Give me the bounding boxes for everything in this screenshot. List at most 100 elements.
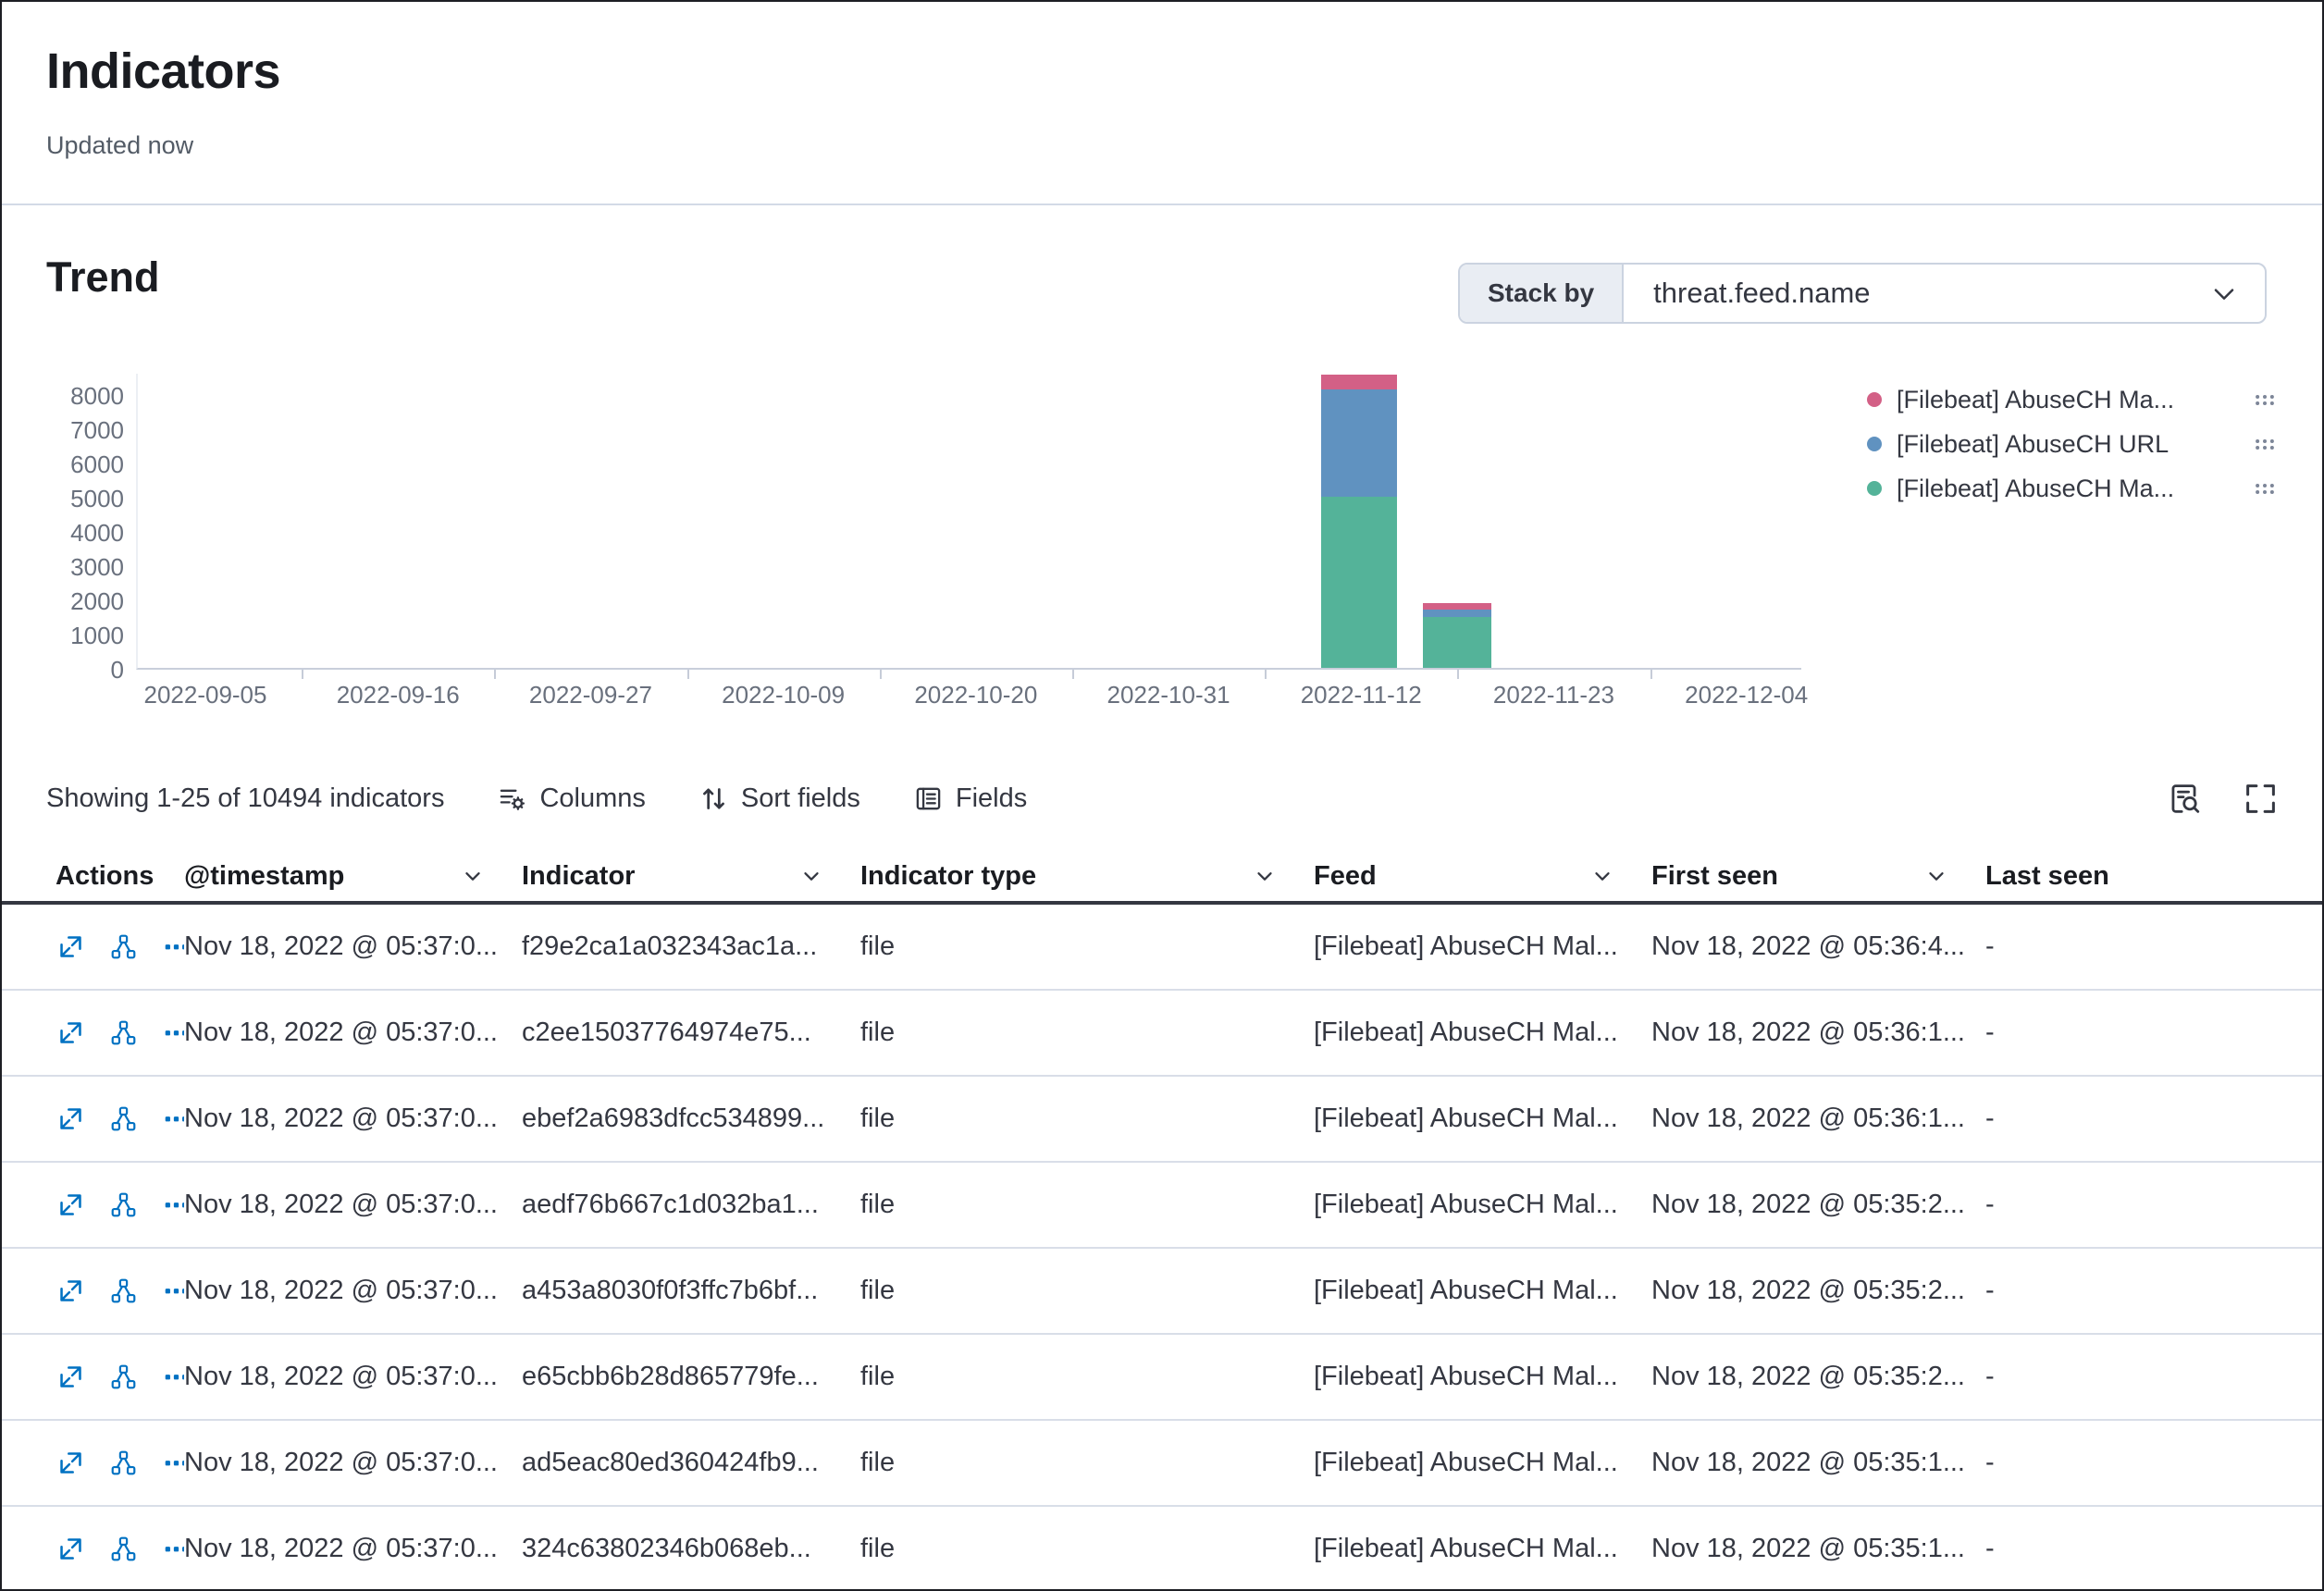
cell-last_seen: - — [1985, 1190, 1995, 1219]
more-actions-button[interactable] — [163, 1449, 184, 1476]
sort-fields-button-label: Sort fields — [740, 783, 860, 813]
fullscreen-icon — [2244, 782, 2278, 816]
legend-item[interactable]: [Filebeat] AbuseCH Ma... — [1867, 466, 2278, 511]
column-header-timestamp[interactable]: @timestamp — [184, 861, 522, 892]
open-details-button[interactable] — [57, 1105, 84, 1132]
row-actions — [2, 1277, 184, 1304]
x-axis-label: 2022-09-27 — [528, 681, 652, 709]
bar-segment[interactable] — [1320, 497, 1397, 668]
x-axis-label: 2022-10-20 — [914, 681, 1038, 709]
more-actions-button[interactable] — [163, 1536, 184, 1562]
more-actions-button[interactable] — [163, 1191, 184, 1218]
page-header: Indicators Updated now — [2, 2, 2322, 161]
sort-fields-button[interactable]: Sort fields — [699, 783, 860, 814]
legend-options-icon[interactable] — [2252, 431, 2278, 457]
open-details-button[interactable] — [57, 1191, 84, 1218]
trend-heading: Trend — [46, 253, 160, 301]
cell-timestamp: Nov 18, 2022 @ 05:37:0... — [184, 1018, 498, 1047]
table-row: Nov 18, 2022 @ 05:37:0... a453a8030f0f3ff… — [2, 1249, 2322, 1335]
legend-color-dot — [1867, 437, 1882, 451]
legend-color-dot — [1867, 392, 1882, 407]
investigate-in-timeline-button[interactable] — [110, 1191, 137, 1218]
cell-last_seen: - — [1985, 1362, 1995, 1391]
column-header-label: @timestamp — [184, 860, 345, 891]
investigate-in-timeline-button[interactable] — [110, 1449, 137, 1476]
bar-segment[interactable] — [1320, 388, 1397, 497]
inspect-button[interactable] — [2167, 782, 2201, 816]
more-actions-button[interactable] — [163, 933, 184, 960]
table-row: Nov 18, 2022 @ 05:37:0... f29e2ca1a032343… — [2, 905, 2322, 991]
cell-first_seen: Nov 18, 2022 @ 05:36:4... — [1651, 931, 1965, 961]
more-actions-button[interactable] — [163, 1105, 184, 1132]
investigate-in-timeline-button[interactable] — [110, 1105, 137, 1132]
x-axis-label: 2022-12-04 — [1685, 681, 1809, 709]
cell-timestamp: Nov 18, 2022 @ 05:37:0... — [184, 1104, 498, 1133]
open-details-button[interactable] — [57, 933, 84, 960]
column-header-last-seen: Last seen — [1985, 861, 2322, 892]
column-header-label: First seen — [1651, 860, 1778, 891]
stack-by-selected-value: threat.feed.name — [1653, 277, 1871, 309]
open-details-button[interactable] — [57, 1449, 84, 1476]
investigate-in-timeline-button[interactable] — [110, 1019, 137, 1046]
y-axis-label: 8000 — [70, 382, 124, 411]
more-actions-button[interactable] — [163, 1363, 184, 1390]
y-axis-label: 1000 — [70, 622, 124, 650]
investigate-in-timeline-button[interactable] — [110, 1277, 137, 1304]
stack-by-select[interactable]: threat.feed.name — [1624, 265, 2265, 322]
row-actions — [2, 1449, 184, 1476]
table-row: Nov 18, 2022 @ 05:37:0... e65cbb6b28d8657… — [2, 1335, 2322, 1421]
y-axis-label: 3000 — [70, 553, 124, 582]
cell-timestamp: Nov 18, 2022 @ 05:37:0... — [184, 1448, 498, 1477]
column-header-indicator[interactable]: Indicator — [522, 861, 860, 892]
legend-item[interactable]: [Filebeat] AbuseCH Ma... — [1867, 377, 2278, 422]
open-details-button[interactable] — [57, 1536, 84, 1562]
more-actions-button[interactable] — [163, 1019, 184, 1046]
fields-button[interactable]: Fields — [914, 783, 1027, 814]
chart-bar — [1422, 602, 1491, 668]
row-actions — [2, 1363, 184, 1390]
table-row: Nov 18, 2022 @ 05:37:0... aedf76b667c1d03… — [2, 1163, 2322, 1249]
column-header-label: Indicator — [522, 860, 636, 891]
cell-indicator_type: file — [860, 1104, 896, 1133]
chart-legend: [Filebeat] AbuseCH Ma... [Filebeat] Abuse… — [1867, 377, 2278, 511]
column-header-indicator-type[interactable]: Indicator type — [860, 861, 1314, 892]
page-title: Indicators — [46, 43, 281, 99]
fields-icon — [914, 784, 943, 813]
cell-last_seen: - — [1985, 931, 1995, 961]
cell-last_seen: - — [1985, 1448, 1995, 1477]
cell-last_seen: - — [1985, 1018, 1995, 1047]
stack-by-control[interactable]: Stack by threat.feed.name — [1458, 263, 2267, 324]
legend-item[interactable]: [Filebeat] AbuseCH URL — [1867, 422, 2278, 466]
column-header-feed[interactable]: Feed — [1314, 861, 1651, 892]
table-body: Nov 18, 2022 @ 05:37:0... f29e2ca1a032343… — [2, 905, 2322, 1589]
open-details-button[interactable] — [57, 1277, 84, 1304]
row-actions — [2, 1536, 184, 1562]
open-details-button[interactable] — [57, 1019, 84, 1046]
stack-by-label: Stack by — [1460, 265, 1625, 322]
fullscreen-button[interactable] — [2244, 782, 2278, 816]
column-header-first-seen[interactable]: First seen — [1651, 861, 1985, 892]
chevron-down-icon — [799, 864, 823, 888]
investigate-in-timeline-button[interactable] — [110, 933, 137, 960]
cell-feed: [Filebeat] AbuseCH Mal... — [1314, 1018, 1618, 1047]
bar-segment[interactable] — [1320, 375, 1397, 389]
investigate-in-timeline-button[interactable] — [110, 1363, 137, 1390]
cell-timestamp: Nov 18, 2022 @ 05:37:0... — [184, 1362, 498, 1391]
more-actions-button[interactable] — [163, 1277, 184, 1304]
column-header-actions: Actions — [2, 861, 184, 892]
row-actions — [2, 933, 184, 960]
header-divider — [2, 204, 2322, 205]
investigate-in-timeline-button[interactable] — [110, 1536, 137, 1562]
legend-options-icon[interactable] — [2252, 387, 2278, 413]
bar-segment[interactable] — [1422, 610, 1491, 617]
cell-first_seen: Nov 18, 2022 @ 05:35:2... — [1651, 1190, 1965, 1219]
bar-segment[interactable] — [1422, 616, 1491, 668]
columns-button[interactable]: Columns — [498, 783, 646, 814]
y-axis-label: 4000 — [70, 519, 124, 548]
legend-options-icon[interactable] — [2252, 475, 2278, 501]
y-axis-label: 5000 — [70, 485, 124, 513]
open-details-button[interactable] — [57, 1363, 84, 1390]
table-row: Nov 18, 2022 @ 05:37:0... c2ee15037764974… — [2, 991, 2322, 1077]
bar-segment[interactable] — [1422, 602, 1491, 610]
